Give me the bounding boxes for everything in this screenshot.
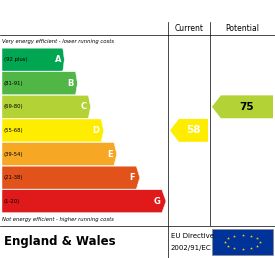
Polygon shape	[2, 190, 166, 213]
Text: Current: Current	[175, 24, 204, 33]
Polygon shape	[2, 119, 104, 142]
Text: (81-91): (81-91)	[4, 81, 24, 86]
FancyBboxPatch shape	[212, 229, 273, 255]
Text: C: C	[81, 102, 87, 111]
Polygon shape	[2, 143, 117, 165]
Text: (69-80): (69-80)	[4, 104, 24, 109]
Text: G: G	[153, 197, 160, 206]
Polygon shape	[2, 48, 64, 71]
Text: Not energy efficient - higher running costs: Not energy efficient - higher running co…	[2, 217, 114, 222]
Polygon shape	[212, 95, 273, 118]
Text: (92 plus): (92 plus)	[4, 57, 28, 62]
Text: (1-20): (1-20)	[4, 199, 20, 204]
Text: (55-68): (55-68)	[4, 128, 24, 133]
Text: 58: 58	[186, 125, 201, 135]
Polygon shape	[2, 166, 140, 189]
Polygon shape	[2, 72, 78, 95]
Text: (21-38): (21-38)	[4, 175, 23, 180]
Polygon shape	[2, 95, 90, 118]
Text: England & Wales: England & Wales	[4, 236, 115, 248]
Text: Potential: Potential	[226, 24, 260, 33]
Text: F: F	[129, 173, 135, 182]
Text: 75: 75	[240, 102, 254, 112]
Text: B: B	[68, 79, 74, 88]
Text: Energy Efficiency Rating: Energy Efficiency Rating	[6, 4, 168, 18]
Text: E: E	[107, 149, 112, 158]
Polygon shape	[170, 119, 208, 142]
Text: Very energy efficient - lower running costs: Very energy efficient - lower running co…	[2, 39, 114, 44]
Text: A: A	[55, 55, 61, 64]
Text: (39-54): (39-54)	[4, 151, 23, 157]
Text: 2002/91/EC: 2002/91/EC	[171, 245, 212, 251]
Text: D: D	[93, 126, 100, 135]
Text: EU Directive: EU Directive	[171, 233, 214, 239]
